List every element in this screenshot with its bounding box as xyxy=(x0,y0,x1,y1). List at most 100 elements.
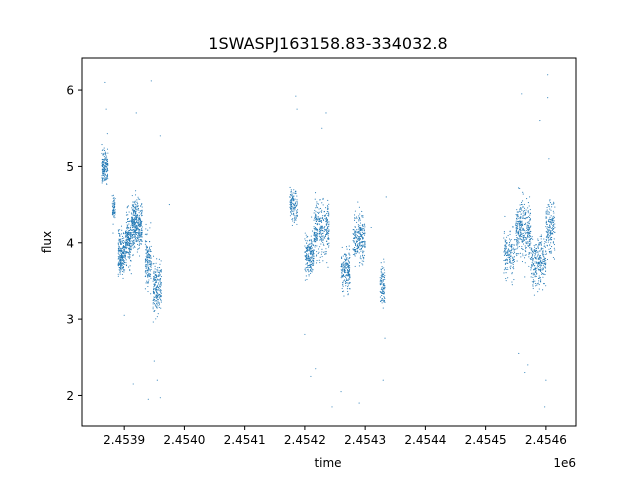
data-point xyxy=(322,241,324,243)
data-point xyxy=(528,244,530,246)
data-point xyxy=(117,242,120,244)
data-point xyxy=(547,232,549,234)
data-point xyxy=(121,229,123,231)
data-point xyxy=(146,249,148,251)
data-point xyxy=(106,158,108,160)
data-point xyxy=(114,210,116,212)
data-point xyxy=(541,252,543,254)
data-point xyxy=(317,211,319,213)
data-point xyxy=(516,242,518,244)
data-point xyxy=(346,257,348,259)
data-point xyxy=(382,291,384,293)
data-point xyxy=(133,214,135,216)
data-point xyxy=(357,243,359,245)
data-point xyxy=(131,232,133,234)
data-point xyxy=(344,263,346,265)
data-point xyxy=(517,224,519,226)
data-point xyxy=(317,218,319,220)
data-point xyxy=(129,235,131,237)
data-point xyxy=(130,246,132,248)
data-point xyxy=(155,296,157,298)
data-point xyxy=(542,267,544,269)
data-point xyxy=(126,237,128,239)
data-point xyxy=(118,262,120,264)
data-point xyxy=(123,250,125,253)
data-point xyxy=(535,252,537,254)
data-point xyxy=(153,271,155,273)
data-point xyxy=(357,236,359,238)
data-point xyxy=(322,204,324,206)
data-point xyxy=(154,304,156,306)
data-point xyxy=(543,253,545,255)
data-point xyxy=(550,223,552,225)
data-point xyxy=(505,242,507,244)
data-point xyxy=(542,249,544,251)
data-point xyxy=(328,245,330,247)
data-point xyxy=(326,227,328,229)
data-point xyxy=(523,223,525,225)
data-point xyxy=(539,120,541,122)
data-point xyxy=(117,255,119,258)
data-point xyxy=(121,273,123,275)
data-point xyxy=(524,212,526,214)
data-point xyxy=(305,267,308,269)
data-point xyxy=(522,243,525,245)
data-point xyxy=(321,202,323,204)
data-point xyxy=(519,225,521,227)
data-point xyxy=(352,233,354,235)
data-point xyxy=(141,226,143,228)
data-point xyxy=(304,279,306,281)
data-point xyxy=(549,248,552,250)
data-point xyxy=(552,231,555,233)
data-point xyxy=(159,278,161,280)
data-point xyxy=(538,269,540,271)
data-point xyxy=(132,213,134,215)
data-point xyxy=(315,222,317,225)
data-point xyxy=(553,238,555,240)
data-point xyxy=(320,217,322,219)
data-point xyxy=(536,251,538,253)
data-point xyxy=(551,206,553,208)
data-point xyxy=(315,213,317,215)
data-point xyxy=(345,278,348,280)
data-point xyxy=(341,264,343,266)
data-point xyxy=(509,268,512,270)
data-point xyxy=(137,249,139,251)
data-point xyxy=(545,241,547,243)
data-point xyxy=(536,284,538,286)
data-point xyxy=(149,256,151,258)
data-point xyxy=(152,299,154,302)
data-point xyxy=(359,219,361,221)
data-point xyxy=(156,271,158,273)
data-point xyxy=(134,223,136,225)
data-point xyxy=(156,303,158,305)
data-point xyxy=(550,230,552,232)
data-point xyxy=(328,221,330,223)
data-point xyxy=(315,232,317,234)
data-point xyxy=(359,241,361,243)
data-point xyxy=(362,237,364,239)
data-point xyxy=(347,293,349,295)
data-point xyxy=(133,204,135,206)
data-point xyxy=(517,246,519,248)
data-point xyxy=(156,316,158,318)
data-point xyxy=(130,245,132,247)
data-point xyxy=(159,298,162,300)
data-point xyxy=(342,274,345,276)
data-point xyxy=(359,232,361,234)
data-point xyxy=(138,225,140,227)
data-point xyxy=(306,269,308,271)
data-point xyxy=(102,159,104,161)
data-point xyxy=(342,285,344,287)
data-point xyxy=(141,221,143,223)
data-point xyxy=(137,232,139,234)
data-point xyxy=(552,217,554,219)
data-point xyxy=(322,239,324,241)
data-point xyxy=(527,207,529,209)
data-point xyxy=(305,242,308,244)
data-point xyxy=(123,259,125,261)
data-point xyxy=(361,216,363,218)
data-point xyxy=(383,287,385,289)
data-point xyxy=(149,249,151,251)
data-point xyxy=(522,191,524,193)
